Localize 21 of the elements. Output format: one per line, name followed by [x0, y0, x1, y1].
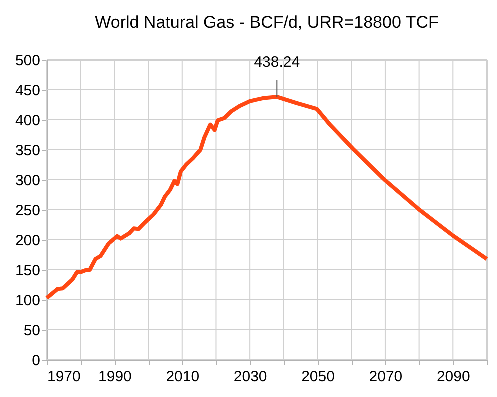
y-tick-label: 450	[15, 82, 40, 100]
x-tick-label: 2090	[436, 368, 470, 386]
chart-title: World Natural Gas - BCF/d, URR=18800 TCF	[95, 13, 439, 32]
x-tick-label: 1970	[48, 368, 81, 386]
y-tick-label: 0	[32, 352, 40, 370]
x-tick-label: 2010	[166, 368, 200, 386]
y-tick-label: 50	[24, 322, 40, 340]
y-tick-label: 400	[15, 112, 40, 130]
y-tick-label: 350	[15, 142, 40, 160]
x-tick-label: 1990	[98, 368, 132, 386]
y-tick-label: 100	[15, 292, 40, 310]
y-tick-label: 300	[15, 172, 40, 190]
line-series	[45, 95, 489, 300]
annotation: 438.24	[254, 54, 300, 72]
y-tick-label: 500	[15, 52, 40, 70]
x-tick-label: 2050	[302, 368, 335, 386]
y-tick-label: 250	[15, 202, 40, 220]
y-tick-label: 150	[15, 262, 40, 280]
y-tick-label: 200	[15, 232, 40, 250]
x-tick-label: 2030	[234, 368, 268, 386]
x-tick-label: 2070	[369, 368, 403, 386]
